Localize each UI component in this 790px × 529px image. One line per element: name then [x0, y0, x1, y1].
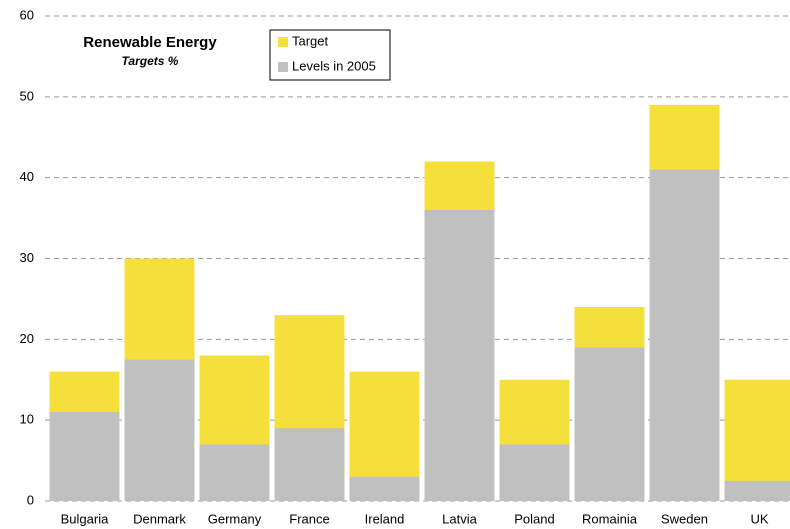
x-tick-label: Sweden	[661, 511, 708, 526]
x-tick-label: UK	[750, 511, 768, 526]
bar	[574, 347, 645, 501]
y-tick-label: 50	[20, 88, 34, 103]
bar	[424, 210, 495, 501]
bar	[724, 480, 790, 501]
x-tick-label: France	[289, 511, 329, 526]
y-tick-label: 30	[20, 250, 34, 265]
x-tick-label: Latvia	[442, 511, 477, 526]
y-tick-label: 20	[20, 331, 34, 346]
bar	[199, 444, 270, 501]
legend-box	[269, 29, 391, 81]
legend-swatch	[278, 62, 288, 72]
x-tick-label: Bulgaria	[61, 511, 109, 526]
y-tick-label: 60	[20, 7, 34, 22]
legend-label: Target	[292, 33, 329, 48]
bar	[499, 444, 570, 501]
legend-swatch	[278, 37, 288, 47]
bar	[274, 428, 345, 501]
y-tick-label: 0	[27, 492, 34, 507]
x-tick-label: Denmark	[133, 511, 186, 526]
x-tick-label: Romainia	[582, 511, 638, 526]
chart-subtitle: Targets %	[122, 54, 179, 68]
bar	[124, 359, 195, 501]
legend-label: Levels in 2005	[292, 58, 376, 73]
bar	[349, 476, 420, 501]
bar	[49, 412, 120, 501]
y-tick-label: 10	[20, 412, 34, 427]
bar	[649, 169, 720, 502]
x-tick-label: Ireland	[365, 511, 405, 526]
y-tick-label: 40	[20, 169, 34, 184]
chart-title: Renewable Energy	[83, 34, 217, 51]
x-tick-label: Poland	[514, 511, 554, 526]
x-tick-label: Germany	[208, 511, 262, 526]
